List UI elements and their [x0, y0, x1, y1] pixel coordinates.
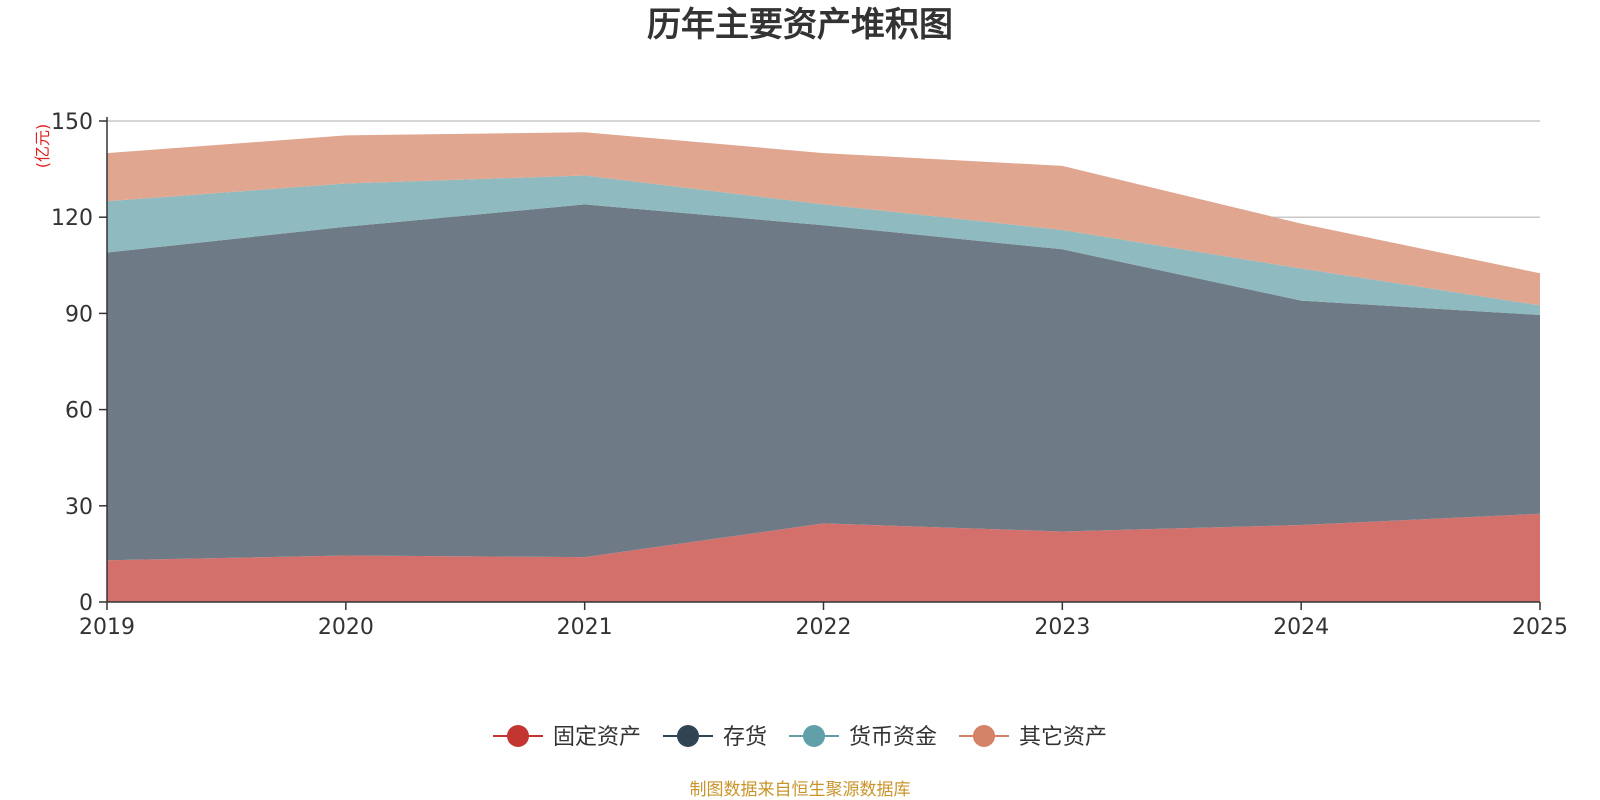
y-tick-label: 60 [65, 399, 93, 424]
x-tick-label: 2020 [318, 615, 374, 640]
area-series-3[interactable] [107, 175, 1540, 316]
series-areas [107, 132, 1540, 602]
legend-circle-icon [677, 725, 699, 747]
legend-label: 货币资金 [849, 725, 937, 750]
data-source-note: 制图数据来自恒生聚源数据库 [690, 780, 911, 800]
y-tick-label: 30 [65, 495, 93, 520]
legend-item-2[interactable]: 存货 [663, 725, 767, 750]
x-tick-label: 2022 [796, 615, 852, 640]
legend-label: 固定资产 [553, 725, 641, 750]
y-tick-label: 90 [65, 302, 93, 327]
y-axis-unit-label: (亿元) [33, 124, 52, 169]
legend-item-4[interactable]: 其它资产 [959, 725, 1107, 750]
chart-title: 历年主要资产堆积图 [647, 5, 953, 45]
x-tick-label: 2021 [557, 615, 613, 640]
y-tick-label: 120 [51, 206, 93, 231]
y-tick-label: 0 [79, 591, 93, 616]
legend-label: 存货 [723, 725, 767, 750]
area-series-1[interactable] [107, 513, 1540, 602]
legend-circle-icon [507, 725, 529, 747]
legend-label: 其它资产 [1019, 725, 1107, 750]
area-series-4[interactable] [107, 132, 1540, 306]
legend-item-3[interactable]: 货币资金 [789, 725, 937, 750]
x-tick-label: 2019 [79, 615, 135, 640]
legend[interactable]: 固定资产 存货 货币资金 其它资产 [493, 725, 1107, 750]
x-tick-label: 2025 [1512, 615, 1568, 640]
legend-circle-icon [973, 725, 995, 747]
y-tick-label: 150 [51, 110, 93, 135]
x-tick-label: 2023 [1034, 615, 1090, 640]
legend-item-1[interactable]: 固定资产 [493, 725, 641, 750]
legend-circle-icon [803, 725, 825, 747]
x-tick-label: 2024 [1273, 615, 1329, 640]
area-series-2[interactable] [107, 204, 1540, 561]
axes: 0 30 60 90 120 150 2019 2020 2021 2022 2023 2024 202… [51, 110, 1568, 640]
